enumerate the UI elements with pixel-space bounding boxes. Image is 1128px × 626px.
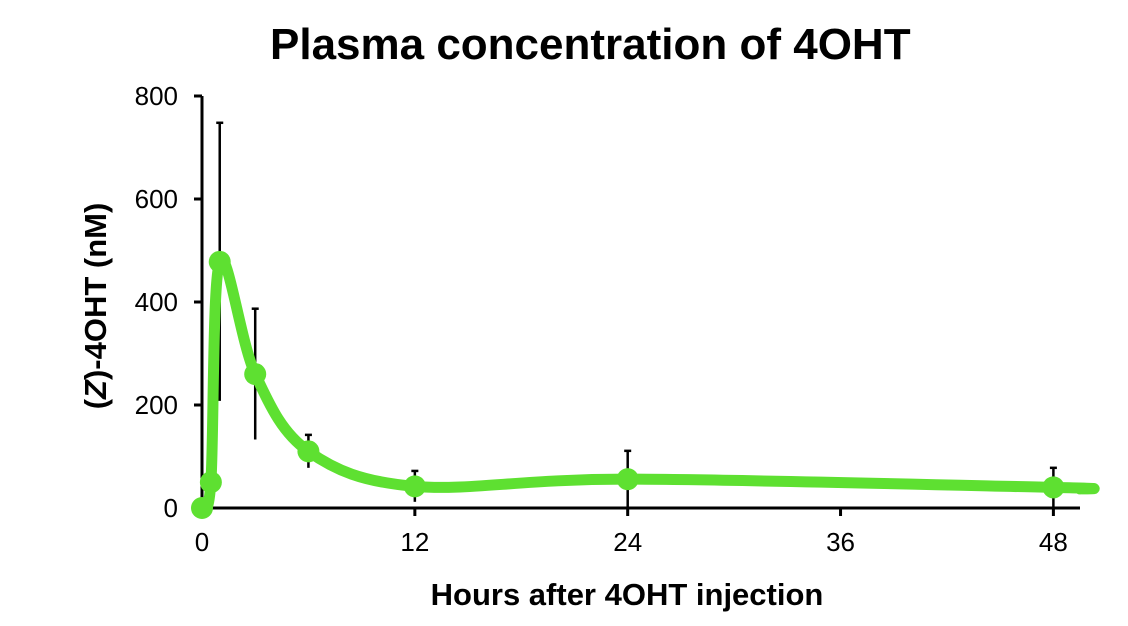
x-axis-title: Hours after 4OHT injection <box>431 577 824 612</box>
y-tick-label: 0 <box>164 493 178 523</box>
data-point <box>199 471 222 494</box>
data-points <box>191 250 1065 519</box>
data-point <box>297 440 320 463</box>
series-lines <box>196 254 1100 515</box>
axes <box>200 96 1080 510</box>
error-bars <box>216 121 1057 508</box>
y-axis-title-prefix: ( <box>78 398 113 409</box>
x-tick-label: 36 <box>826 527 855 557</box>
y-tick-label: 600 <box>135 184 178 214</box>
data-point <box>616 468 639 491</box>
y-tick-label: 200 <box>135 390 178 420</box>
y-tick-label: 800 <box>135 81 178 111</box>
data-point <box>1042 476 1065 499</box>
y-axis-title-suffix: )-4OHT (nM) <box>78 203 113 380</box>
y-tick-label: 400 <box>135 287 178 317</box>
chart-title: Plasma concentration of 4OHT <box>270 20 911 69</box>
data-point <box>244 363 267 386</box>
x-tick-label: 24 <box>613 527 642 557</box>
data-point <box>191 497 213 519</box>
x-tick-label: 0 <box>195 527 209 557</box>
series-line <box>196 254 1100 515</box>
y-axis-title: (Z)-4OHT (nM) <box>78 203 113 410</box>
y-axis-ticks: 0 200 400 600 800 <box>135 81 202 523</box>
y-axis-title-italic: Z <box>78 379 113 400</box>
data-point <box>403 475 426 498</box>
x-axis-ticks: 0 12 24 36 48 <box>195 508 1068 557</box>
data-point <box>208 250 231 273</box>
x-tick-label: 12 <box>400 527 429 557</box>
x-tick-label: 48 <box>1039 527 1068 557</box>
